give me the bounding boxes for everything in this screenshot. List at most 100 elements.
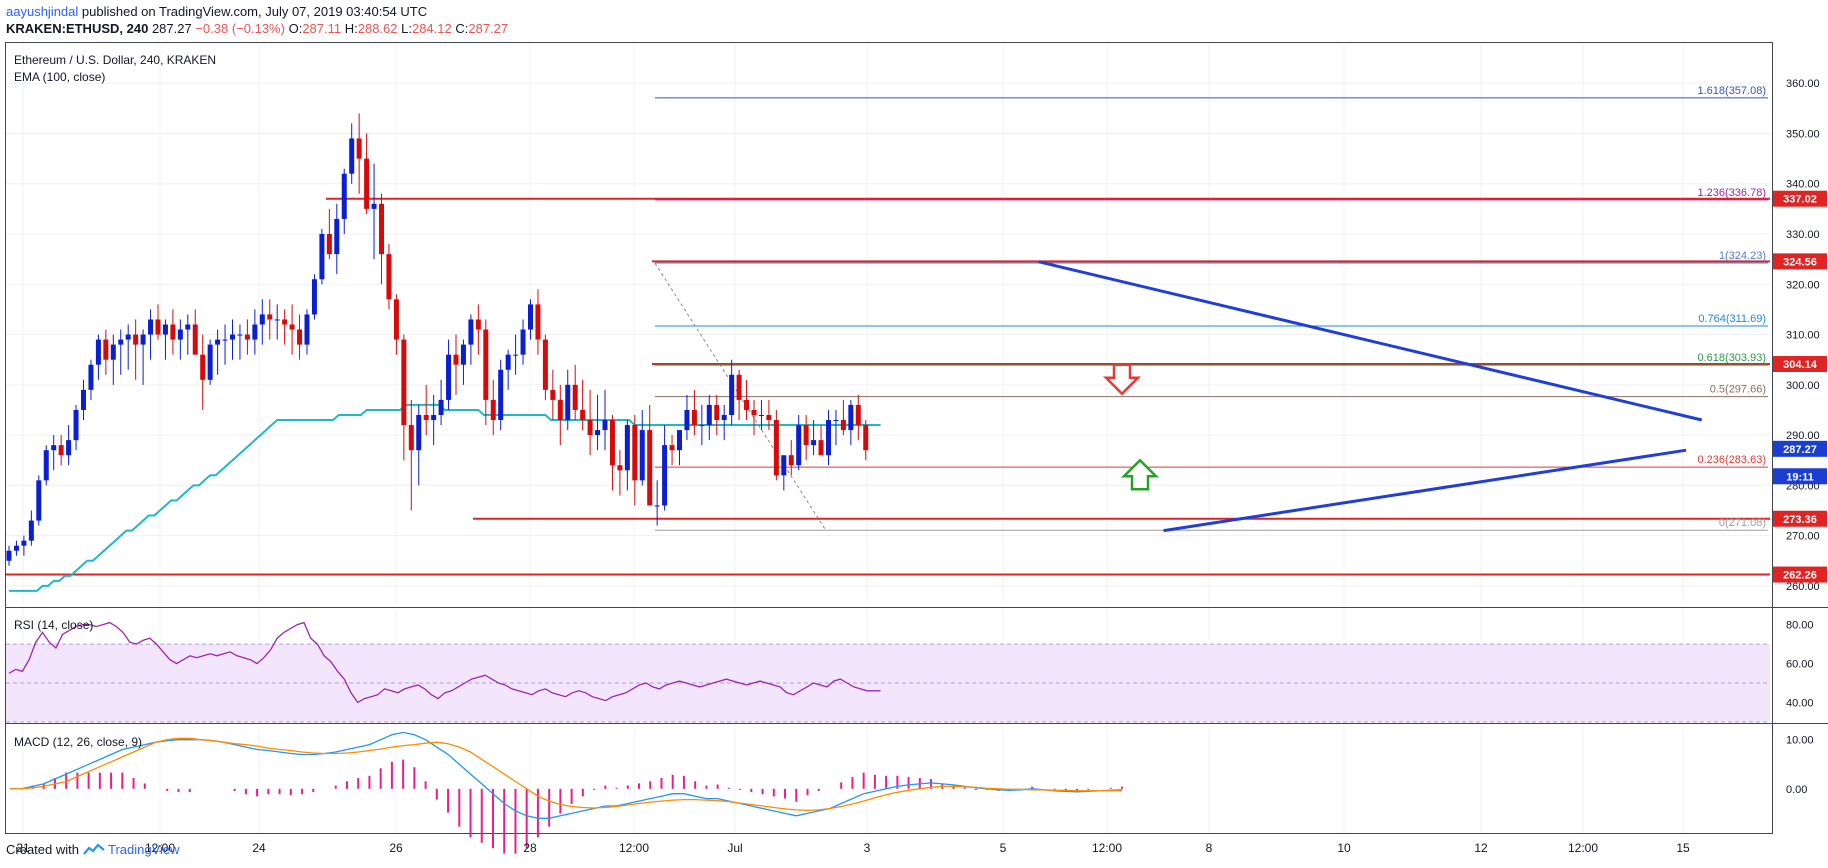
candle-body bbox=[185, 324, 191, 330]
price-axis[interactable]: 360.00 350.00 340.00 330.00 320.00 310.00 300.… bbox=[1786, 78, 1820, 796]
rsi-line bbox=[8, 621, 881, 704]
ema-line bbox=[9, 403, 881, 592]
author-link[interactable]: aayushjindal bbox=[6, 4, 79, 19]
x-tick-label: Jul bbox=[727, 841, 742, 855]
x-tick-label: 28 bbox=[523, 841, 537, 855]
trendline bbox=[1163, 448, 1687, 533]
candle-body bbox=[244, 334, 250, 340]
candle-body bbox=[609, 420, 615, 466]
candle-body bbox=[729, 374, 735, 415]
candle-body bbox=[200, 354, 206, 380]
level-price-text: 304.14 bbox=[1783, 359, 1818, 371]
last-price-badge bbox=[1773, 468, 1827, 485]
high-value: 288.62 bbox=[357, 21, 398, 36]
candle-body bbox=[848, 404, 854, 431]
fib-level-label: 0(271.08) bbox=[1719, 517, 1766, 529]
candle-body bbox=[490, 399, 496, 421]
fib-level-label: 0.236(283.63) bbox=[1698, 454, 1767, 466]
level-price-text: 262.26 bbox=[1783, 570, 1817, 582]
candle-body bbox=[170, 324, 176, 340]
candle-body bbox=[297, 329, 303, 345]
candle-body bbox=[580, 409, 586, 421]
candle-body bbox=[528, 304, 533, 330]
candle-body bbox=[505, 354, 511, 370]
candle-body bbox=[311, 279, 317, 315]
candle-body bbox=[319, 234, 325, 280]
low-value: 284.12 bbox=[411, 21, 452, 36]
candle-body bbox=[699, 425, 705, 427]
y-tick-label: 320.00 bbox=[1786, 279, 1820, 291]
signal-line-path bbox=[10, 737, 1122, 812]
x-tick-label: 12:00 bbox=[1092, 841, 1122, 855]
candle-body bbox=[356, 138, 362, 159]
symbol-label: KRAKEN:ETHUSD, 240 bbox=[6, 21, 149, 36]
candle-body bbox=[647, 430, 653, 506]
x-tick-label: 12 bbox=[1474, 841, 1488, 855]
fib-level-label: 0.764(311.69) bbox=[1698, 313, 1766, 325]
candle-body bbox=[259, 314, 265, 325]
candle-body bbox=[706, 404, 712, 426]
candle-body bbox=[371, 203, 377, 209]
main-title: Ethereum / U.S. Dollar, 240, KRAKEN bbox=[14, 53, 216, 67]
candle-body bbox=[103, 339, 109, 360]
candle-body bbox=[818, 440, 824, 456]
candle-body bbox=[364, 158, 370, 209]
y-tick-label: 260.00 bbox=[1786, 581, 1820, 593]
last-price-badge bbox=[1773, 440, 1827, 457]
price-badges: 337.02 324.56 304.14 273.36 262.26 287.27 19:1… bbox=[1773, 190, 1827, 583]
trendlines[interactable] bbox=[1038, 260, 1703, 533]
tradingview-logo-icon bbox=[83, 842, 105, 855]
candle-body bbox=[744, 399, 750, 410]
candle-body bbox=[565, 384, 571, 421]
candle-body bbox=[386, 254, 392, 300]
candle-body bbox=[155, 319, 161, 335]
candle-body bbox=[230, 334, 235, 340]
level-price-badge bbox=[1773, 510, 1827, 527]
candle-body bbox=[587, 420, 593, 436]
candle-body bbox=[602, 420, 608, 431]
rsi-title: RSI (14, close) bbox=[14, 618, 93, 632]
candle-body bbox=[207, 344, 213, 380]
candle-body bbox=[88, 364, 94, 390]
y-tick-label: 360.00 bbox=[1786, 78, 1820, 90]
time-axis[interactable]: 21 12:00 24 26 28 12:00 Jul 3 5 12:00 8 10 12 12:00 15 bbox=[16, 841, 1690, 855]
y-tick-label: 350.00 bbox=[1786, 128, 1820, 140]
rsi-path bbox=[8, 621, 881, 704]
candle-body bbox=[423, 414, 429, 421]
last-price-text: 19:11 bbox=[1786, 471, 1814, 483]
x-tick-label: 24 bbox=[252, 841, 266, 855]
candle-body bbox=[542, 339, 548, 390]
macd-lines bbox=[10, 731, 1123, 854]
level-price-badge bbox=[1773, 190, 1827, 207]
x-tick-label: 15 bbox=[1676, 841, 1690, 855]
x-tick-label: 10 bbox=[1337, 841, 1351, 855]
candle-body bbox=[572, 384, 578, 410]
candle-body bbox=[43, 450, 49, 481]
candle-body bbox=[714, 404, 720, 421]
candle-body bbox=[133, 334, 139, 345]
x-tick-label: 12:00 bbox=[619, 841, 649, 855]
candle-body bbox=[431, 414, 437, 421]
y-tick-label: 340.00 bbox=[1786, 179, 1820, 191]
y-tick-label: 300.00 bbox=[1786, 380, 1820, 392]
brand-link[interactable]: TradingView bbox=[83, 842, 180, 857]
candle-body bbox=[453, 354, 459, 365]
candle-body bbox=[58, 445, 64, 456]
rsi-tick-label: 60.00 bbox=[1786, 659, 1814, 671]
macd-title: MACD (12, 26, close, 9) bbox=[14, 735, 142, 749]
candle-body bbox=[654, 505, 660, 507]
x-tick-label: 8 bbox=[1206, 841, 1213, 855]
close-label: C: bbox=[455, 21, 469, 36]
candle-body bbox=[393, 299, 399, 340]
candle-body bbox=[840, 420, 846, 431]
candle-body bbox=[304, 314, 310, 345]
candle-body bbox=[520, 329, 526, 355]
rsi-band bbox=[6, 643, 1770, 723]
candle-body bbox=[237, 334, 243, 336]
candle-body bbox=[460, 344, 466, 365]
candle-body bbox=[811, 440, 817, 446]
candle-body bbox=[639, 430, 645, 481]
y-tick-label: 330.00 bbox=[1786, 229, 1820, 241]
candle-body bbox=[401, 339, 407, 426]
